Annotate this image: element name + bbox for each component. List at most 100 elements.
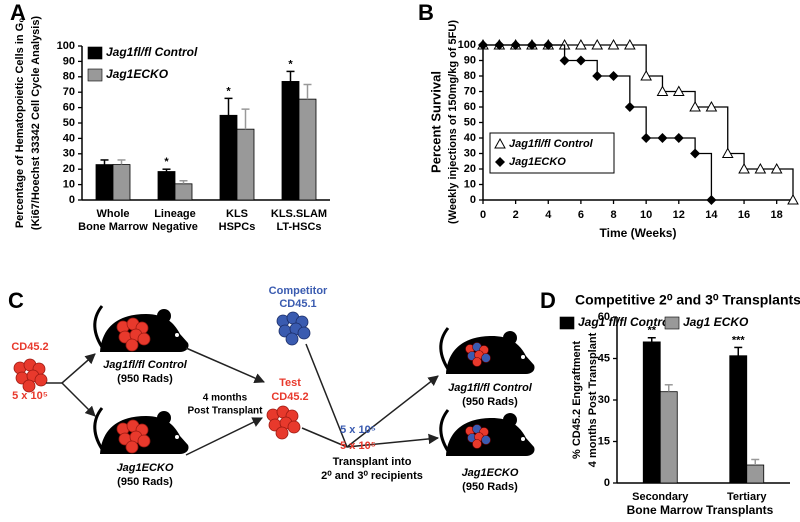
bar [157, 171, 176, 201]
mouse-genotype: Jag1ECKO [462, 467, 519, 479]
arrow [346, 375, 439, 448]
survival-step [613, 75, 631, 107]
arrow [305, 343, 348, 448]
donor-dose: 5 x 10⁵ [12, 390, 48, 402]
marker [494, 40, 505, 50]
bar [112, 164, 131, 201]
x-tick-label: Negative [152, 221, 198, 233]
x-tick-label: Secondary [632, 491, 689, 503]
mouse-dose: (950 Rads) [117, 373, 173, 385]
x-tick-label: 16 [738, 209, 750, 221]
marker [689, 100, 701, 112]
y-axis-label: Percentage of Hematopoietic Cells in G₀ [14, 18, 26, 228]
arrow [185, 347, 265, 384]
x-tick-label: 12 [673, 209, 685, 221]
marker [478, 40, 488, 50]
significance: ** [647, 325, 656, 337]
y-tick-label: 0 [69, 194, 75, 206]
competitor-label: Competitor [269, 285, 328, 297]
dose: 5 x 10⁵ [340, 440, 376, 452]
marker [672, 85, 685, 96]
y-tick-label: 0 [470, 194, 476, 206]
y-tick-label: 90 [63, 55, 75, 67]
x-tick-label: LT-HSCs [276, 221, 321, 233]
panel-label: B [418, 0, 434, 25]
marker [607, 38, 620, 50]
y-axis-label: (Weekly injections of 150mg/kg of 5FU) [447, 20, 459, 224]
panel-label: D [540, 288, 556, 313]
x-tick-label: 10 [640, 209, 652, 221]
panel-label: C [8, 288, 24, 313]
y-tick-label: 100 [458, 39, 476, 51]
legend-swatch [87, 68, 103, 82]
y-tick-label: 30 [63, 148, 75, 160]
legend-label: Jag1ECKO [106, 67, 169, 81]
survival-step [695, 152, 713, 200]
legend-label: Jag1 ECKO [683, 315, 749, 329]
bar [746, 464, 765, 484]
marker [559, 55, 570, 66]
legend-label: Jag1ECKO [509, 156, 566, 168]
y-tick-label: 20 [63, 163, 75, 175]
bar [219, 114, 238, 201]
legend-swatch [87, 46, 103, 60]
x-axis-label: Bone Marrow Transplants [627, 503, 774, 517]
y-tick-label: 0 [604, 477, 610, 489]
significance: * [164, 156, 169, 168]
significance: * [288, 58, 293, 70]
y-tick-label: 15 [598, 435, 610, 447]
survival-step [548, 44, 566, 61]
x-tick-label: 18 [771, 209, 783, 221]
mouse-dose: (950 Rads) [462, 396, 518, 408]
competitor-cells [276, 311, 311, 346]
legend-swatch [559, 316, 575, 330]
timing: 4 months [203, 393, 248, 404]
legend-label: Jag1fl/fl Control [106, 45, 198, 59]
survival-step [580, 59, 598, 76]
significance: * [226, 85, 231, 97]
marker [641, 133, 652, 143]
bar [95, 164, 114, 201]
marker [495, 157, 505, 167]
y-tick-label: 40 [464, 132, 476, 144]
arrow [301, 427, 348, 448]
legend-label: Jag1 fl/fl Control [578, 315, 673, 329]
y-tick-label: 20 [464, 163, 476, 175]
panel-label: A [10, 0, 26, 25]
arrow [61, 353, 96, 384]
marker [575, 38, 587, 50]
bar [281, 81, 300, 201]
marker [543, 40, 554, 50]
y-tick-label: 10 [63, 179, 75, 191]
y-axis-label: Percent Survival [428, 71, 443, 173]
marker [738, 162, 750, 174]
marker [591, 38, 604, 50]
x-tick-label: KLS [226, 208, 248, 220]
x-tick-label: KLS.SLAM [271, 208, 327, 220]
x-tick-label: Bone Marrow [78, 221, 148, 233]
y-tick-label: 80 [464, 70, 476, 82]
marker [624, 102, 635, 112]
dose: 5 x 10⁵ [340, 424, 376, 436]
marker [623, 38, 636, 50]
y-axis-label: (Ki67/Hoechst 33342 Cell Cycle Analysis) [30, 16, 42, 231]
marker [787, 193, 799, 205]
marker [721, 147, 734, 158]
bar [642, 341, 661, 484]
marker [575, 55, 586, 66]
y-tick-label: 70 [464, 85, 476, 97]
x-tick-label: 2 [513, 209, 519, 221]
bar [298, 98, 317, 201]
x-tick-label: Whole [97, 208, 130, 220]
y-tick-label: 60 [63, 102, 75, 114]
donor-label: CD45.2 [11, 341, 48, 353]
y-tick-label: 80 [63, 71, 75, 83]
legend-box [489, 132, 615, 174]
test-label: Test [279, 377, 301, 389]
y-tick-label: 40 [63, 132, 75, 144]
y-tick-label: 30 [464, 147, 476, 159]
bar [729, 355, 748, 484]
marker [706, 195, 717, 205]
marker [526, 40, 537, 50]
timing: Post Transplant [187, 406, 263, 417]
